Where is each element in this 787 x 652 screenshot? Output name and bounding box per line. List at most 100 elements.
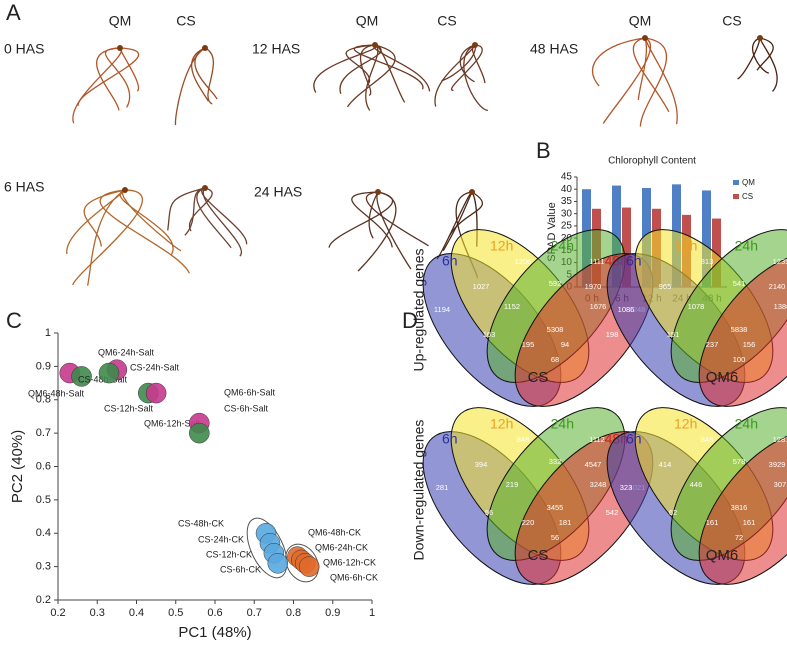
bar xyxy=(712,218,721,287)
region-count: 541 xyxy=(733,279,746,288)
root xyxy=(637,37,648,101)
region-count: 56 xyxy=(551,533,559,542)
root xyxy=(204,47,215,105)
photo-time: 48 HAS xyxy=(530,41,578,57)
point-label: QM6-6h-CK xyxy=(330,572,378,582)
set-label: 6h xyxy=(626,431,642,447)
set-label: 12h xyxy=(490,416,513,432)
root xyxy=(752,37,770,74)
region-count: 813 xyxy=(701,257,714,266)
root xyxy=(196,187,232,249)
panel-label: A xyxy=(6,0,21,25)
root xyxy=(202,187,243,257)
point-label: CS-6h-CK xyxy=(220,564,261,574)
root-crown xyxy=(122,187,128,193)
point-label: CS-12h-CK xyxy=(206,549,252,559)
region-count: 219 xyxy=(506,480,519,489)
y-tick-label: 1 xyxy=(45,327,51,339)
region-count: 1078 xyxy=(688,302,705,311)
root xyxy=(459,44,476,83)
point-label: CS-24h-Salt xyxy=(130,362,180,372)
root xyxy=(441,44,476,82)
photo-genotype: CS xyxy=(437,13,456,29)
x-tick-label: 0.8 xyxy=(286,607,301,619)
root-crown xyxy=(375,189,381,195)
region-count: 848 xyxy=(701,435,714,444)
region-count: 1970 xyxy=(585,282,602,291)
y-tick-label: 0.5 xyxy=(36,494,51,506)
y-axis-label: PC2 (40%) xyxy=(9,430,26,503)
root-crown xyxy=(372,42,378,48)
region-count: 94 xyxy=(561,340,569,349)
region-count: 156 xyxy=(743,340,756,349)
region-count: 1206 xyxy=(515,257,532,266)
region-count: 237 xyxy=(706,340,719,349)
x-tick-label: 1 xyxy=(369,607,375,619)
point-label: QM6-6h-Salt xyxy=(224,387,276,397)
root-crown xyxy=(117,45,123,51)
x-axis-label: PC1 (48%) xyxy=(178,624,251,641)
row-title: Down-regulated genes xyxy=(411,420,427,561)
point-label: CS-24h-CK xyxy=(198,534,244,544)
root-crown xyxy=(642,35,648,41)
point-label: CS-48h-CK xyxy=(178,518,224,528)
region-count: 1386 xyxy=(774,302,787,311)
root-crown xyxy=(202,45,208,51)
set-label: 6h xyxy=(442,253,458,269)
diagram-name: QM6 xyxy=(706,369,739,386)
venn-set xyxy=(698,431,787,585)
root xyxy=(632,37,670,113)
region-count: 542 xyxy=(606,508,619,517)
region-count: 198 xyxy=(606,330,619,339)
set-label: 24h xyxy=(735,416,758,432)
root xyxy=(737,37,761,80)
point xyxy=(145,382,167,404)
diagram-name: QM6 xyxy=(706,547,739,564)
photo-genotype: CS xyxy=(176,13,195,29)
set-label: 6h xyxy=(442,431,458,447)
root xyxy=(345,44,376,84)
x-tick-label: 0.2 xyxy=(50,607,65,619)
region-count: 56 xyxy=(485,508,493,517)
region-count: 3455 xyxy=(547,503,564,512)
y-tick-label: 25 xyxy=(561,221,573,232)
y-tick-label: 45 xyxy=(561,172,573,183)
region-count: 195 xyxy=(522,340,535,349)
y-tick-label: 0.6 xyxy=(36,460,51,472)
root xyxy=(463,44,489,112)
point-label: CS-12h-Salt xyxy=(104,403,154,413)
region-count: 3248 xyxy=(590,480,607,489)
root xyxy=(188,187,213,232)
row-title: Up-regulated genes xyxy=(411,249,427,372)
root xyxy=(602,37,652,124)
panel-label: C xyxy=(6,308,22,333)
region-count: 5308 xyxy=(547,325,564,334)
root xyxy=(357,191,397,272)
root xyxy=(184,187,206,236)
region-count: 100 xyxy=(733,355,746,364)
root xyxy=(360,44,376,96)
venn-set xyxy=(698,253,787,407)
y-tick-label: 0.4 xyxy=(36,527,51,539)
set-label: 12h xyxy=(490,238,513,254)
set-label: 24h xyxy=(551,416,574,432)
point-label: CS-6h-Salt xyxy=(224,403,269,413)
region-count: 163 xyxy=(483,330,496,339)
cluster-outline xyxy=(246,517,288,579)
y-tick-label: 30 xyxy=(561,208,573,219)
region-count: 3071 xyxy=(774,480,787,489)
point xyxy=(98,362,120,384)
region-count: 2140 xyxy=(769,282,786,291)
region-count: 1027 xyxy=(473,282,490,291)
region-count: 592 xyxy=(549,279,562,288)
region-count: 5838 xyxy=(731,325,748,334)
photo-time: 6 HAS xyxy=(4,179,44,195)
region-count: 446 xyxy=(690,480,703,489)
panel-label: B xyxy=(536,138,551,163)
diagram-name: CS xyxy=(528,369,549,386)
root xyxy=(442,191,473,252)
region-count: 4547 xyxy=(585,460,602,469)
y-tick-label: 35 xyxy=(561,196,573,207)
root xyxy=(121,189,182,252)
y-tick-label: 0.9 xyxy=(36,360,51,372)
